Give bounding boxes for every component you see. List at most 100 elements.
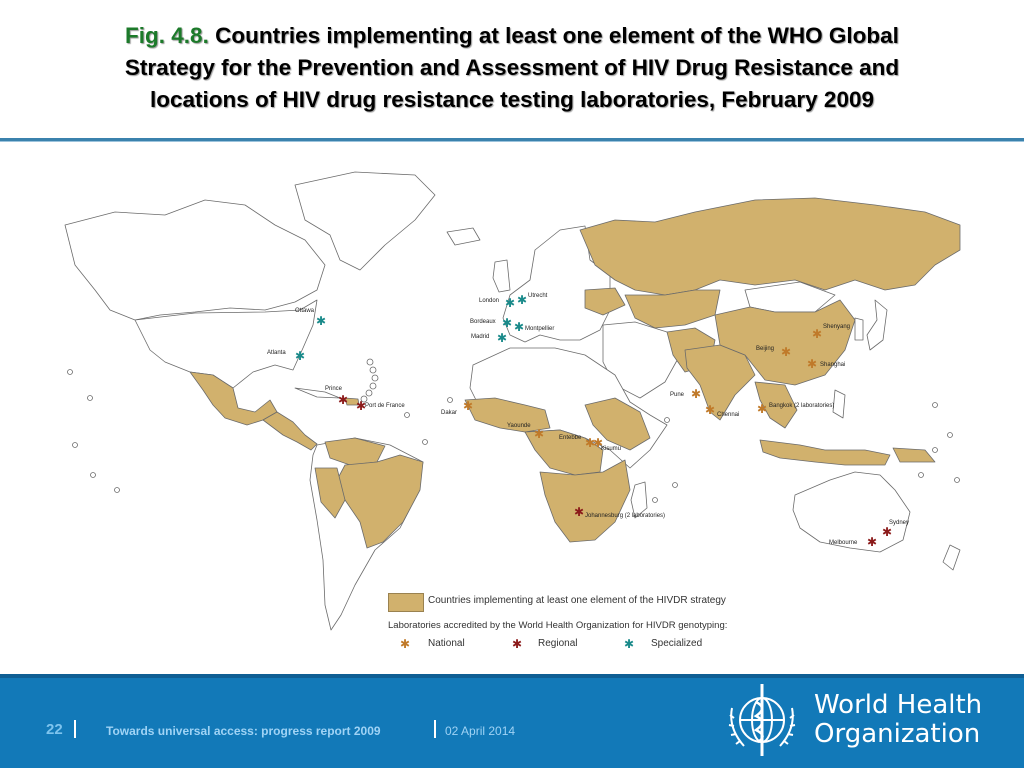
title-line-2: Strategy for the Prevention and Assessme… bbox=[124, 55, 900, 80]
iceland bbox=[446, 227, 481, 246]
greenland bbox=[294, 171, 436, 271]
lab-label-beijing: Beijing bbox=[756, 346, 775, 352]
lab-label-atlanta: Atlanta bbox=[267, 350, 286, 356]
lab-label-melbourne: Melbourne bbox=[829, 540, 858, 546]
lab-marker-ottawa: ✱ bbox=[316, 314, 326, 328]
figure-label: Fig. 4.8. bbox=[125, 23, 209, 48]
lab-label-shanghai: Shanghai bbox=[820, 362, 846, 368]
madagascar bbox=[630, 481, 648, 519]
korea bbox=[854, 317, 864, 341]
lab-marker-atlanta: ✱ bbox=[295, 349, 305, 363]
ukraine bbox=[584, 287, 626, 316]
footer-separator bbox=[74, 720, 76, 738]
title-divider bbox=[0, 138, 1024, 141]
lab-marker-entebbe: ✱ bbox=[585, 436, 595, 450]
lab-label-yaounde: Yaounde bbox=[507, 423, 531, 429]
who-logo: World Health Organization bbox=[720, 678, 1000, 764]
lab-marker-utrecht: ✱ bbox=[517, 293, 527, 307]
who-name: World Health Organization bbox=[814, 691, 982, 749]
title-text-1: Countries implementing at least one elem… bbox=[215, 23, 899, 48]
usa bbox=[134, 299, 318, 389]
lab-label-bangkok: Bangkok (2 laboratories) bbox=[769, 403, 835, 409]
peru bbox=[314, 467, 346, 519]
papua-new-guinea bbox=[892, 447, 936, 463]
world-map-svg: ✱ ✱ ✱ ✱ ✱ ✱ ✱ ✱ ✱ ✱ ✱ ✱ ✱ ✱ ✱ ✱ ✱ ✱ ✱ ✱ … bbox=[64, 171, 961, 631]
lab-marker-shanghai: ✱ bbox=[807, 357, 817, 371]
lab-marker-shenyang: ✱ bbox=[812, 327, 822, 341]
page-number: 22 bbox=[46, 721, 63, 738]
implementing-label: Countries implementing at least one elem… bbox=[428, 595, 726, 606]
labs-heading: Laboratories accredited by the World Hea… bbox=[388, 620, 728, 631]
lab-marker-chennai: ✱ bbox=[705, 403, 715, 417]
lab-marker-yaounde: ✱ bbox=[534, 427, 544, 441]
caribbean-islands-arc bbox=[360, 358, 379, 403]
west-africa bbox=[464, 397, 551, 433]
lab-marker-bangkok: ✱ bbox=[757, 402, 767, 416]
central-america bbox=[262, 411, 318, 451]
small-islands bbox=[67, 369, 960, 503]
lab-label-utrecht: Utrecht bbox=[528, 293, 548, 299]
hispaniola bbox=[344, 397, 360, 406]
lab-label-entebbe: Entebbe bbox=[559, 435, 582, 441]
lab-marker-melbourne: ✱ bbox=[867, 535, 877, 549]
lab-label-johannesburg: Johannesburg (2 laboratories) bbox=[585, 513, 666, 519]
lab-label-bordeaux: Bordeaux bbox=[470, 319, 496, 325]
east-africa bbox=[584, 397, 651, 451]
canada bbox=[64, 199, 326, 321]
europe bbox=[502, 225, 611, 343]
lab-label-madrid: Madrid bbox=[471, 334, 490, 340]
who-name-line-1: World Health bbox=[814, 690, 983, 720]
regional-marker-icon: ✱ bbox=[512, 637, 523, 651]
lab-marker-montpellier: ✱ bbox=[514, 320, 524, 334]
footer-bar: 22 Towards universal access: progress re… bbox=[0, 674, 1024, 768]
new-zealand bbox=[942, 544, 961, 571]
lab-label-sydney: Sydney bbox=[889, 520, 910, 526]
world-map: ✱ ✱ ✱ ✱ ✱ ✱ ✱ ✱ ✱ ✱ ✱ ✱ ✱ ✱ ✱ ✱ ✱ ✱ ✱ ✱ … bbox=[55, 150, 970, 660]
central-asia bbox=[624, 289, 721, 329]
lab-marker-sydney: ✱ bbox=[882, 525, 892, 539]
lab-label-port-de-france: Port de France bbox=[365, 403, 405, 409]
lab-marker-prince: ✱ bbox=[338, 393, 348, 407]
lab-marker-madrid: ✱ bbox=[497, 331, 507, 345]
indonesia bbox=[759, 439, 891, 466]
lab-label-london: London bbox=[479, 298, 500, 304]
lab-label-shenyang: Shenyang bbox=[823, 324, 851, 330]
india bbox=[684, 344, 756, 421]
china bbox=[714, 299, 856, 386]
map-legend: Countries implementing at least one elem… bbox=[388, 590, 888, 660]
southeast-asia bbox=[754, 381, 798, 429]
uk bbox=[492, 259, 511, 293]
who-emblem-icon bbox=[728, 684, 796, 756]
lab-label-dakar: Dakar bbox=[441, 410, 458, 416]
lab-label-pune: Pune bbox=[670, 392, 685, 398]
lab-label-montpellier: Montpellier bbox=[525, 326, 555, 332]
australia bbox=[792, 471, 911, 553]
national-marker-icon: ✱ bbox=[400, 637, 411, 651]
cuba bbox=[294, 387, 341, 399]
implementing-swatch bbox=[388, 593, 424, 612]
title-line-1: Fig. 4.8. Countries implementing at leas… bbox=[0, 20, 1024, 52]
russia bbox=[579, 197, 961, 296]
lab-marker-johannesburg: ✱ bbox=[574, 505, 584, 519]
footer-separator-2 bbox=[434, 720, 436, 738]
footer-date: 02 April 2014 bbox=[445, 724, 516, 738]
southern-africa bbox=[539, 459, 631, 543]
title-divider-light bbox=[0, 141, 1024, 142]
lab-marker-london: ✱ bbox=[505, 296, 515, 310]
lab-marker-pune: ✱ bbox=[691, 387, 701, 401]
lab-marker-beijing: ✱ bbox=[781, 345, 791, 359]
japan bbox=[866, 299, 888, 351]
legend-regional: Regional bbox=[538, 638, 578, 649]
title-line-3: locations of HIV drug resistance testing… bbox=[150, 87, 874, 112]
report-title: Towards universal access: progress repor… bbox=[106, 724, 381, 738]
philippines bbox=[832, 389, 846, 419]
lab-label-prince: Prince bbox=[325, 386, 343, 392]
lab-label-chennai: Chennai bbox=[717, 412, 740, 418]
lab-marker-kisumu: ✱ bbox=[593, 436, 603, 450]
lab-marker-dakar: ✱ bbox=[463, 399, 473, 413]
footer-stripe bbox=[0, 674, 1024, 678]
legend-specialized: Specialized bbox=[651, 638, 703, 649]
lab-marker-bordeaux: ✱ bbox=[502, 316, 512, 330]
lab-marker-port-de-france: ✱ bbox=[356, 399, 366, 413]
lab-label-ottawa: Ottawa bbox=[295, 308, 315, 314]
